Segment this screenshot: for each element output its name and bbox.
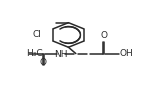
Text: O: O bbox=[101, 31, 108, 40]
Text: OH: OH bbox=[120, 49, 133, 58]
Text: Cl: Cl bbox=[32, 30, 41, 39]
Text: O: O bbox=[40, 58, 47, 67]
Text: H₃C: H₃C bbox=[26, 49, 43, 58]
Text: NH: NH bbox=[54, 50, 68, 59]
